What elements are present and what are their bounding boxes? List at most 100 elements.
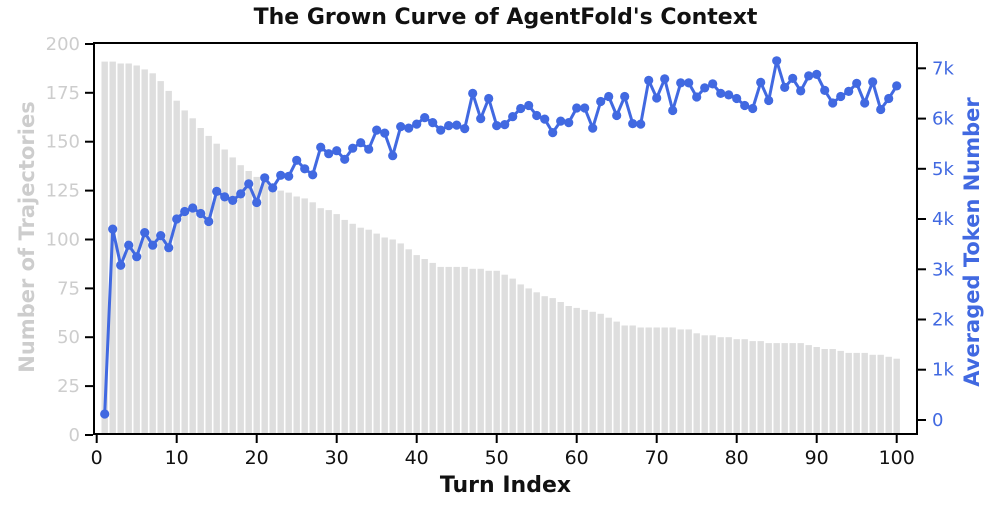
token-marker — [588, 123, 598, 133]
left-tick-label: 200 — [46, 34, 80, 55]
plot-border — [93, 42, 918, 435]
token-marker — [276, 170, 286, 180]
trajectory-bar — [237, 165, 244, 434]
trajectory-bar — [533, 292, 540, 434]
token-marker — [292, 155, 302, 165]
token-marker — [116, 260, 126, 270]
token-marker — [732, 93, 742, 104]
trajectory-bar — [621, 325, 628, 434]
trajectory-bar — [365, 229, 372, 434]
token-marker — [660, 74, 670, 84]
trajectory-bar — [101, 61, 108, 434]
trajectory-bar — [165, 90, 172, 435]
trajectory-bar — [261, 180, 268, 434]
right-tick-label: 7k — [932, 58, 954, 79]
trajectory-bar — [301, 198, 308, 434]
token-marker — [300, 164, 310, 174]
token-marker — [876, 104, 886, 115]
token-marker — [868, 77, 878, 87]
trajectory-bar — [189, 118, 196, 435]
x-axis-label: Turn Index — [439, 473, 572, 498]
trajectory-bar — [317, 208, 324, 434]
token-marker — [244, 179, 254, 189]
token-marker — [212, 186, 222, 196]
token-marker — [684, 78, 694, 88]
x-tick-label: 60 — [565, 447, 589, 469]
token-marker — [812, 69, 822, 79]
token-marker — [188, 203, 198, 213]
token-marker — [452, 120, 462, 130]
trajectory-bar — [117, 63, 124, 434]
trajectory-bar — [293, 196, 300, 434]
x-tick-label: 20 — [245, 447, 269, 469]
token-marker — [372, 125, 382, 135]
token-marker — [436, 125, 446, 135]
trajectory-bar — [501, 274, 508, 434]
left-tick-label: 100 — [46, 230, 80, 251]
x-tick-label: 10 — [165, 447, 189, 469]
trajectory-bar — [701, 335, 708, 434]
trajectory-bar — [685, 329, 692, 434]
token-marker — [348, 143, 358, 153]
token-marker — [564, 118, 574, 128]
trajectory-bar — [437, 266, 444, 434]
right-tick-label: 6k — [932, 109, 954, 130]
trajectory-bar — [333, 214, 340, 434]
trajectory-bar — [805, 345, 812, 434]
token-marker — [716, 88, 726, 98]
token-marker — [772, 56, 782, 66]
token-marker — [724, 90, 734, 100]
token-marker — [692, 92, 702, 102]
token-marker — [612, 110, 622, 121]
trajectory-bar — [893, 358, 900, 434]
trajectory-bar — [229, 157, 236, 434]
trajectory-bar — [797, 343, 804, 434]
token-marker — [604, 91, 614, 102]
trajectory-bar — [613, 321, 620, 434]
token-marker — [676, 78, 686, 88]
token-marker — [460, 124, 470, 134]
trajectory-bar — [829, 349, 836, 434]
token-marker — [636, 119, 646, 129]
token-marker — [780, 82, 790, 92]
token-marker — [316, 142, 326, 152]
token-marker — [156, 231, 166, 241]
trajectory-bar — [773, 343, 780, 434]
token-marker — [628, 119, 638, 129]
token-marker — [236, 189, 246, 199]
token-marker — [228, 195, 238, 205]
trajectory-bar — [389, 239, 396, 434]
trajectory-bar — [725, 337, 732, 434]
token-marker — [796, 86, 806, 96]
right-tick-label: 3k — [932, 259, 954, 280]
trajectory-bar — [573, 307, 580, 434]
x-tick-label: 40 — [405, 447, 429, 469]
token-marker — [860, 98, 870, 108]
trajectory-bar — [581, 309, 588, 434]
token-marker — [884, 93, 894, 104]
token-marker — [308, 170, 318, 180]
token-marker — [204, 216, 214, 227]
trajectory-bar — [837, 350, 844, 434]
trajectory-bar — [141, 69, 148, 435]
token-marker — [740, 100, 750, 111]
token-marker — [788, 73, 798, 83]
token-marker — [500, 120, 510, 130]
token-marker — [620, 91, 630, 102]
trajectory-bar — [325, 210, 332, 434]
x-tick-label: 70 — [645, 447, 669, 469]
token-marker — [828, 98, 838, 108]
right-tick-label: 4k — [932, 209, 954, 230]
token-marker — [252, 197, 262, 208]
trajectory-bar — [749, 341, 756, 434]
trajectory-bar — [709, 335, 716, 434]
token-marker — [220, 192, 230, 202]
left-tick-label: 25 — [57, 376, 80, 397]
trajectory-bar — [885, 356, 892, 434]
token-marker — [340, 154, 350, 164]
token-marker — [100, 409, 110, 419]
trajectory-bar — [397, 243, 404, 434]
trajectory-bar — [381, 237, 388, 434]
token-marker — [332, 146, 342, 156]
